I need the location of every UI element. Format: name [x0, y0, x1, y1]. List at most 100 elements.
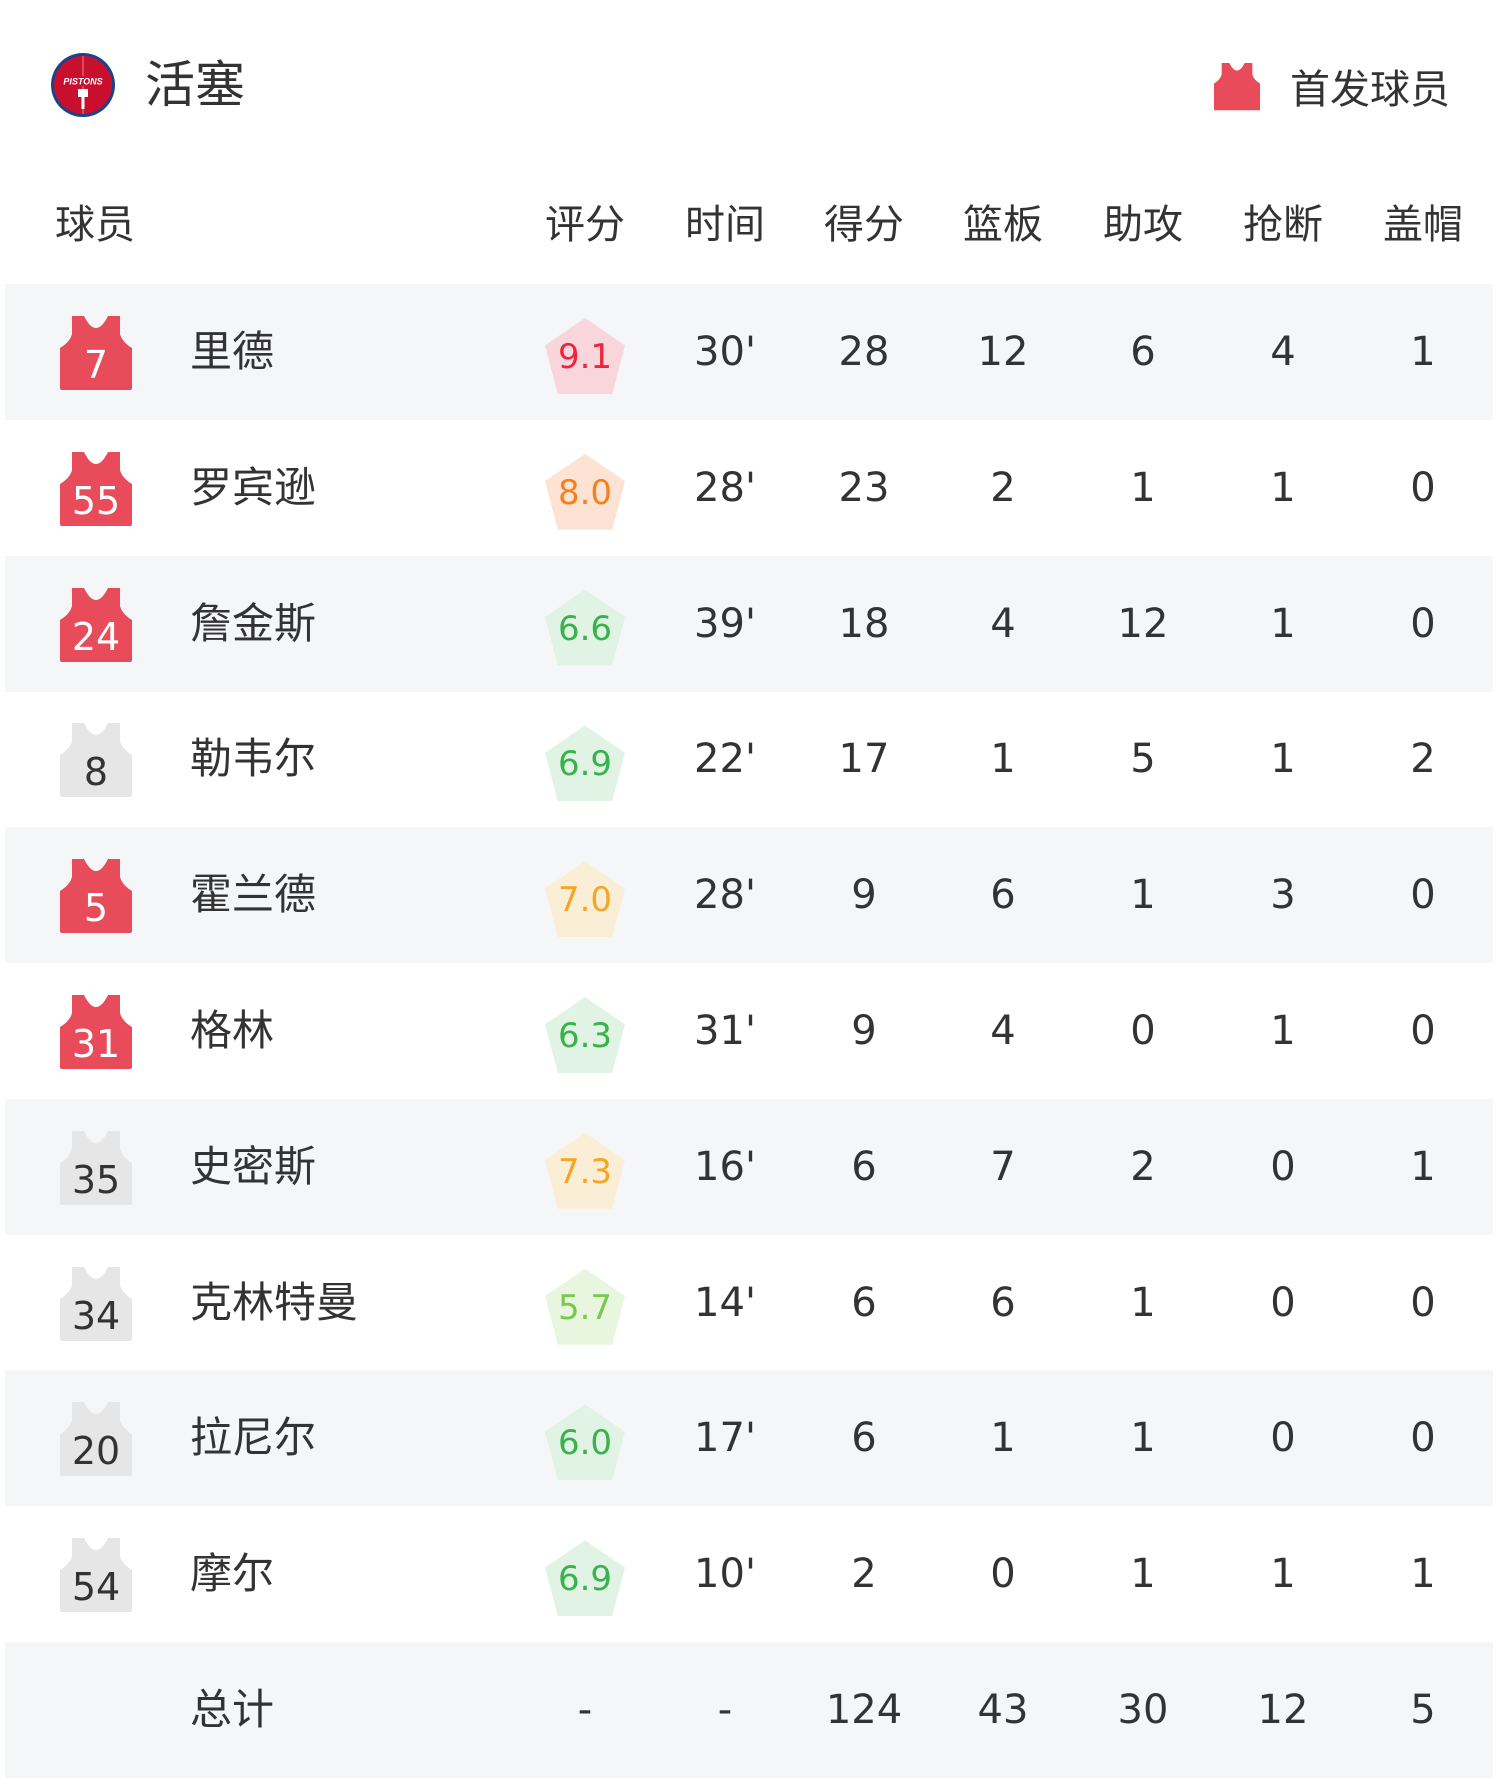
col-points[interactable]: 得分 — [824, 202, 904, 248]
stat-minutes: - — [717, 1687, 733, 1733]
col-steals[interactable]: 抢断 — [1243, 202, 1323, 248]
stat-assists: 2 — [1130, 1143, 1156, 1190]
stat-minutes: 28' — [694, 872, 756, 919]
stat-points: 6 — [851, 1143, 877, 1190]
stat-rebounds: 6 — [990, 872, 1016, 919]
player-name[interactable]: 史密斯 — [190, 1141, 317, 1191]
rating-value: 7.3 — [557, 1151, 613, 1192]
col-rebounds[interactable]: 篮板 — [963, 202, 1043, 248]
rating-value: 7.0 — [557, 880, 613, 921]
stat-minutes: 30' — [694, 329, 756, 375]
stat-minutes: 16' — [694, 1143, 756, 1190]
stat-points: 28 — [838, 329, 890, 375]
stat-minutes: 17' — [694, 1415, 756, 1462]
stat-blocks: 0 — [1410, 600, 1436, 647]
stat-assists: 1 — [1130, 1279, 1156, 1326]
jersey-number: 54 — [71, 1565, 121, 1610]
player-name[interactable]: 克林特曼 — [190, 1277, 359, 1327]
rating-value: 6.0 — [557, 1423, 613, 1464]
stat-points: 9 — [851, 872, 877, 919]
player-name[interactable]: 勒韦尔 — [190, 734, 317, 784]
bench-jersey-icon: 35 — [60, 1129, 132, 1205]
pistons-logo: PISTONS — [51, 53, 115, 117]
jersey-number: 24 — [71, 614, 121, 659]
stat-assists: 30 — [1117, 1687, 1169, 1733]
stat-assists: 1 — [1130, 872, 1156, 919]
col-blocks[interactable]: 盖帽 — [1383, 202, 1463, 248]
totals-label: 总计 — [190, 1685, 275, 1734]
col-assists[interactable]: 助攻 — [1103, 202, 1183, 248]
player-row[interactable]: 55 罗宾逊 8.0 28' 23 2 1 1 0 — [5, 420, 1493, 556]
starter-jersey-icon: 5 — [60, 857, 132, 934]
player-name[interactable]: 摩尔 — [190, 1549, 275, 1599]
jersey-number: 20 — [71, 1429, 121, 1474]
stat-points: 18 — [838, 600, 890, 647]
player-row[interactable]: 20 拉尼尔 6.0 17' 6 1 1 0 0 — [5, 1370, 1493, 1507]
stat-minutes: 10' — [694, 1551, 756, 1598]
player-row[interactable]: 24 詹金斯 6.6 39' 18 4 12 1 0 — [5, 555, 1493, 692]
player-row[interactable]: 34 克林特曼 5.7 14' 6 6 1 0 0 — [5, 1235, 1493, 1371]
col-rating[interactable]: 评分 — [545, 202, 625, 248]
stat-steals: 0 — [1270, 1143, 1296, 1190]
stat-steals: 1 — [1270, 600, 1296, 647]
stat-steals: 1 — [1270, 1551, 1296, 1598]
jersey-shape — [60, 587, 132, 662]
rating-value: 6.9 — [557, 744, 613, 785]
stat-points: 6 — [851, 1279, 877, 1326]
stat-steals: 1 — [1270, 736, 1296, 783]
stat-steals: 0 — [1270, 1415, 1296, 1462]
rating-badge: 6.9 — [545, 725, 625, 802]
col-player: 球员 — [55, 202, 135, 248]
player-name[interactable]: 罗宾逊 — [190, 462, 317, 512]
stat-points: 17 — [838, 736, 890, 783]
rating-badge: 6.6 — [545, 589, 625, 666]
jersey-shape — [60, 995, 132, 1069]
stat-blocks: 2 — [1410, 736, 1436, 783]
rating-value: 8.0 — [557, 472, 613, 513]
starter-jersey-icon: 31 — [60, 993, 132, 1069]
stat-blocks: 5 — [1410, 1687, 1436, 1733]
stat-rebounds: 7 — [990, 1143, 1016, 1190]
rating-badge: 6.9 — [545, 1540, 625, 1617]
player-name[interactable]: 拉尼尔 — [190, 1413, 317, 1463]
stat-steals: 3 — [1270, 872, 1296, 919]
stat-assists: 6 — [1130, 329, 1156, 375]
stat-rebounds: 4 — [990, 600, 1016, 647]
stat-blocks: 0 — [1410, 872, 1436, 919]
player-name[interactable]: 里德 — [190, 327, 275, 376]
jersey-number: 35 — [71, 1157, 121, 1202]
team-name: 活塞 — [145, 56, 245, 114]
totals-row: 总计 - - 124 43 30 12 5 — [5, 1642, 1493, 1778]
jersey-shape — [60, 451, 132, 526]
stat-points: 2 — [851, 1551, 877, 1598]
jersey-shape — [60, 316, 132, 390]
stat-minutes: 22' — [694, 736, 756, 783]
stat-blocks: 0 — [1410, 1279, 1436, 1326]
player-name[interactable]: 霍兰德 — [190, 870, 317, 920]
player-name[interactable]: 詹金斯 — [190, 598, 317, 648]
stat-minutes: 39' — [694, 600, 756, 647]
player-row[interactable]: 5 霍兰德 7.0 28' 9 6 1 3 0 — [5, 827, 1493, 964]
player-row[interactable]: 8 勒韦尔 6.9 22' 17 1 5 1 2 — [5, 691, 1493, 827]
player-row[interactable]: 31 格林 6.3 31' 9 4 0 1 0 — [5, 963, 1493, 1099]
starter-jersey-icon: 7 — [60, 314, 132, 390]
team-header: PISTONS 活塞 首发球员 — [0, 0, 1500, 170]
player-row[interactable]: 7 里德 9.1 30' 28 12 6 4 1 — [5, 284, 1493, 420]
jersey-number: 55 — [71, 478, 121, 523]
stat-blocks: 0 — [1410, 1415, 1436, 1462]
stat-steals: 4 — [1270, 329, 1296, 375]
stat-minutes: 31' — [694, 1008, 756, 1054]
stat-points: 9 — [851, 1008, 877, 1054]
stat-rebounds: 1 — [990, 736, 1016, 783]
col-minutes[interactable]: 时间 — [685, 202, 765, 248]
stat-points: 23 — [838, 464, 890, 511]
jersey-icon — [1214, 63, 1260, 111]
player-name[interactable]: 格林 — [190, 1006, 275, 1055]
bench-jersey-icon: 34 — [60, 1265, 132, 1341]
stat-blocks: 1 — [1410, 1551, 1436, 1598]
player-row[interactable]: 54 摩尔 6.9 10' 2 0 1 1 1 — [5, 1506, 1493, 1642]
bench-jersey-icon: 8 — [60, 721, 132, 798]
player-row[interactable]: 35 史密斯 7.3 16' 6 7 2 0 1 — [5, 1098, 1493, 1235]
stat-points: 6 — [851, 1415, 877, 1462]
rating-badge: 6.3 — [545, 997, 625, 1073]
